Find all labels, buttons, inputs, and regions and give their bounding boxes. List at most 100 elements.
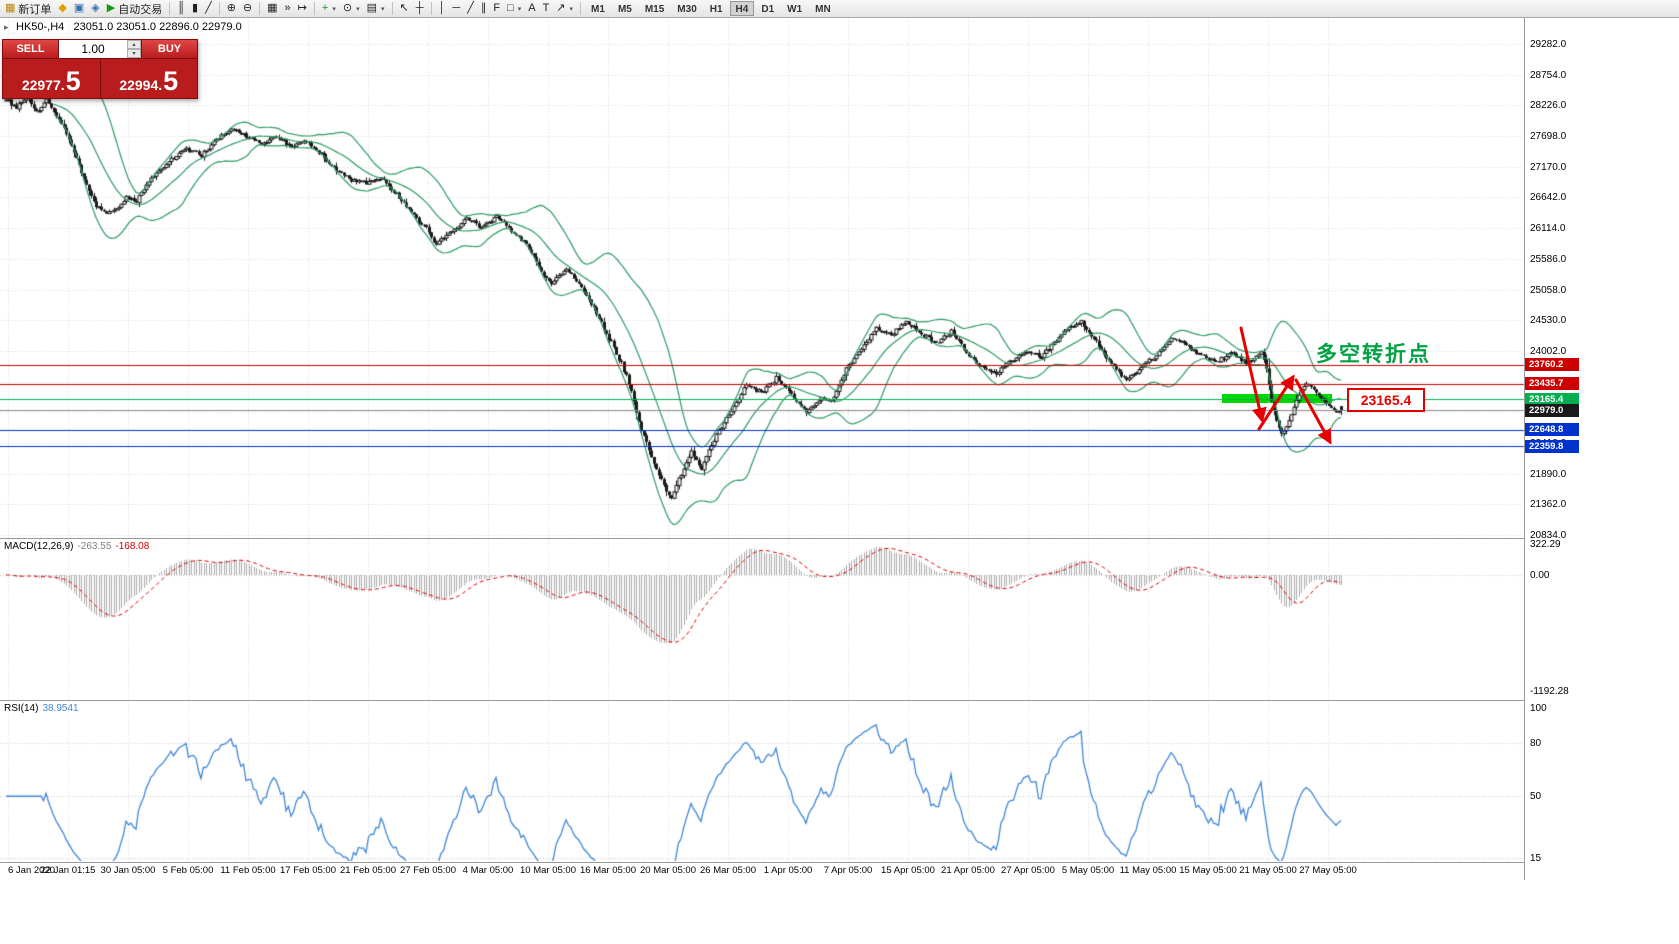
cursor-button[interactable]: ↖ xyxy=(397,1,412,17)
zoom-in-button[interactable]: ⊕ xyxy=(224,1,239,17)
tile-windows-button[interactable]: ▦ xyxy=(264,1,280,17)
arrows-button[interactable]: ↗ ▾ xyxy=(553,1,576,17)
new-order-button[interactable]: ▦ 新订单 xyxy=(2,1,54,17)
horizontal-line-icon: ─ xyxy=(452,2,461,14)
timeframe-m1-button[interactable]: M1 xyxy=(585,1,611,16)
timeframe-h4-button[interactable]: H4 xyxy=(729,1,755,16)
buy-button[interactable]: BUY xyxy=(141,39,198,59)
price-divider xyxy=(99,59,101,98)
toolbar: ▦ 新订单 ◆ ▣ ◈ ▶ 自动交易 ║ ▮ ╱ ⊕ ⊖ ▦» ↦ + ▾ ⊙ ▾ ▤ ▾ ↖ ┼ │ ─ ╱ ∥ F □ ▾ A T ↗ ▾ M… xyxy=(0,0,1679,18)
price-level-box[interactable]: 23165.4 xyxy=(1347,388,1425,412)
metaeditor-button[interactable]: ◆ xyxy=(55,1,69,17)
periods-icon: ⊙ xyxy=(342,2,353,14)
templates-icon: ▤ xyxy=(366,2,377,14)
market-watch-button[interactable]: ▣ xyxy=(71,1,87,17)
trade-panel-toggle[interactable]: ▸ xyxy=(4,22,9,32)
text-label-button[interactable]: T xyxy=(540,1,553,17)
zoom-out-button[interactable]: ⊖ xyxy=(240,1,255,17)
rsi-axis-label: 15 xyxy=(1530,853,1542,864)
date-axis-label: 7 Apr 05:00 xyxy=(823,865,873,876)
text-button[interactable]: A xyxy=(525,1,538,17)
timeframe-m5-button[interactable]: M5 xyxy=(612,1,638,16)
rsi-axis-label: 50 xyxy=(1530,791,1542,803)
panel-separator[interactable] xyxy=(0,700,1524,701)
templates-button[interactable]: ▤ ▾ xyxy=(364,1,388,17)
trendline-button[interactable]: ╱ xyxy=(464,1,477,17)
volume-decrease-button[interactable]: ▾ xyxy=(127,49,141,58)
bar-chart-icon: ║ xyxy=(177,2,186,14)
volume-increase-button[interactable]: ▴ xyxy=(127,40,141,49)
panel-separator[interactable] xyxy=(0,538,1524,539)
zoom-out-icon: ⊖ xyxy=(242,2,253,14)
shapes-button[interactable]: □ ▾ xyxy=(504,1,524,17)
turning-point-annotation[interactable]: 多空转折点 xyxy=(1316,343,1431,366)
macd-name: MACD(12,26,9) xyxy=(4,541,74,552)
date-axis-label: 5 May 05:00 xyxy=(1061,865,1115,876)
date-axis-label: 21 May 05:00 xyxy=(1239,865,1297,876)
candlestick-chart-button[interactable]: ▮ xyxy=(189,1,201,17)
hline-price-tag: 23760.2 xyxy=(1525,358,1579,372)
panel-separator[interactable] xyxy=(0,862,1524,863)
chart-shift-button[interactable]: ↦ xyxy=(295,1,310,17)
hline-price-tag: 22648.8 xyxy=(1525,423,1579,437)
date-axis-label: 16 Mar 05:00 xyxy=(580,865,636,876)
metaeditor-icon: ◆ xyxy=(58,2,67,14)
hline-price-tag: 23165.4 xyxy=(1525,392,1579,406)
price-axis-label: 24002.0 xyxy=(1530,345,1567,357)
date-axis-label: 21 Apr 05:00 xyxy=(941,865,995,876)
text-label-icon: T xyxy=(542,2,550,14)
auto-scroll-button[interactable]: » xyxy=(282,1,294,17)
timeframe-w1-button[interactable]: W1 xyxy=(781,1,808,16)
sell-button[interactable]: SELL xyxy=(2,39,59,59)
date-axis-label: 27 Apr 05:00 xyxy=(1001,865,1055,876)
tile-windows-icon: ▦ xyxy=(267,2,278,14)
fibonacci-button[interactable]: F xyxy=(490,1,503,17)
date-axis-label: 27 May 05:00 xyxy=(1299,865,1357,876)
toolbar-separator xyxy=(430,2,432,15)
zoom-in-icon: ⊕ xyxy=(226,2,236,14)
date-axis-label: 1 Apr 05:00 xyxy=(763,865,813,876)
volume-input[interactable]: 1.00 xyxy=(81,42,105,56)
market-watch-icon: ▣ xyxy=(73,2,85,14)
buy-price-pips: 5 xyxy=(163,66,179,96)
timeframe-mn-button[interactable]: MN xyxy=(809,1,837,16)
timeframe-m15-button[interactable]: M15 xyxy=(639,1,670,16)
fibonacci-icon: F xyxy=(493,2,501,14)
navigator-icon: ◈ xyxy=(91,2,100,14)
navigator-button[interactable]: ◈ xyxy=(88,1,102,17)
date-axis-label: 11 Feb 05:00 xyxy=(220,865,276,876)
timeframe-m30-button[interactable]: M30 xyxy=(671,1,702,16)
current-price-tag: 22979.0 xyxy=(1525,403,1579,417)
line-chart-button[interactable]: ╱ xyxy=(202,1,215,17)
autotrading-button[interactable]: ▶ 自动交易 xyxy=(104,1,165,17)
crosshair-button[interactable]: ┼ xyxy=(413,1,427,17)
timeframe-h1-button[interactable]: H1 xyxy=(704,1,729,16)
timeframe-d1-button[interactable]: D1 xyxy=(755,1,780,16)
hline-price-tag: 22359.8 xyxy=(1525,439,1579,453)
sell-price-pips: 5 xyxy=(65,66,81,96)
price-axis-label: 25586.0 xyxy=(1530,253,1567,265)
trendline-icon: ╱ xyxy=(467,2,474,14)
toolbar-separator xyxy=(580,2,582,15)
price-axis-label: 21890.0 xyxy=(1530,468,1567,480)
rsi-axis-label: 100 xyxy=(1530,703,1547,714)
rsi-value: 38.9541 xyxy=(42,703,79,714)
horizontal-line-button[interactable]: ─ xyxy=(449,1,463,17)
price-axis-label: 29282.0 xyxy=(1530,39,1567,50)
toolbar-separator xyxy=(259,2,261,15)
sell-price-display[interactable]: 22977. 5 xyxy=(3,59,100,98)
dropdown-caret-icon: ▾ xyxy=(332,5,336,13)
date-axis-label: 15 May 05:00 xyxy=(1179,865,1237,876)
bar-chart-button[interactable]: ║ xyxy=(174,1,188,17)
indicators-button[interactable]: + ▾ xyxy=(319,1,339,17)
autotrading-button-label: 自动交易 xyxy=(118,3,163,16)
periods-button[interactable]: ⊙ ▾ xyxy=(340,1,363,17)
buy-price-display[interactable]: 22994. 5 xyxy=(101,59,198,98)
date-axis-label: 10 Mar 05:00 xyxy=(520,865,576,876)
vertical-line-button[interactable]: │ xyxy=(436,1,449,17)
toolbar-separator xyxy=(169,2,171,15)
toolbar-separator xyxy=(218,2,220,15)
channel-button[interactable]: ∥ xyxy=(478,1,490,17)
